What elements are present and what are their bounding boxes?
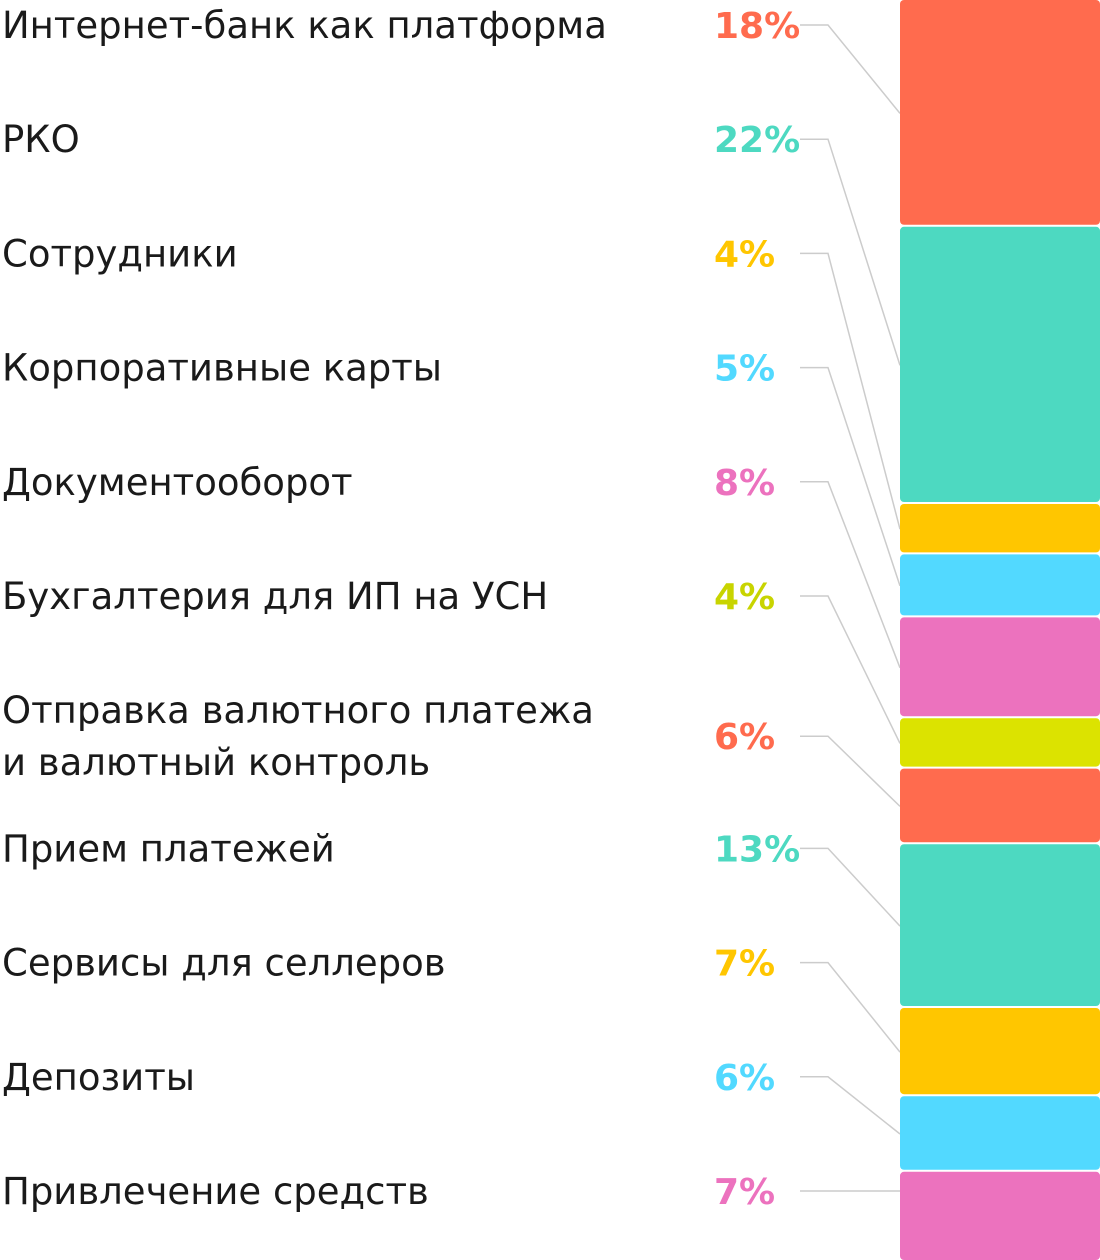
category-label: Документооборот (2, 461, 353, 504)
value-labels: 18% 22% 4% 5% 8% 4% 6% 13% 7% 6% 7% (714, 6, 800, 1213)
bar-segment (900, 554, 1100, 616)
value-label: 4% (714, 577, 775, 618)
connector-line (800, 595, 901, 744)
bar-segment (900, 226, 1100, 503)
connector-line (800, 366, 901, 587)
category-label: Интернет-банк как платформа (2, 4, 607, 47)
value-label: 13% (714, 829, 800, 870)
category-label: Корпоративные карты (2, 347, 442, 390)
connector-line (800, 1076, 901, 1135)
connector-line (800, 481, 901, 669)
connector-line (800, 252, 901, 530)
value-label: 22% (714, 120, 800, 161)
bar-segment (900, 1096, 1100, 1170)
category-labels: Интернет-банк как платформа РКО Сотрудники… (2, 4, 607, 1213)
category-label: Сервисы для селлеров (2, 942, 446, 985)
bar-segment (900, 617, 1100, 717)
connector-line (800, 847, 901, 927)
category-label: Привлечение средств (2, 1170, 429, 1213)
value-label: 8% (714, 463, 775, 504)
bar-segment (900, 0, 1100, 225)
value-label: 18% (714, 6, 800, 47)
bar-segment (900, 1008, 1100, 1095)
bar-segment (900, 718, 1100, 767)
category-label: РКО (2, 118, 80, 161)
bar-segment (900, 504, 1100, 553)
category-label: Прием платежей (2, 827, 335, 870)
connector-line (800, 24, 901, 114)
bar-segment (900, 1171, 1100, 1260)
category-label: Отправка валютного платежа и валютный кон… (2, 689, 594, 784)
connector-lines (800, 24, 901, 1192)
value-label: 5% (714, 349, 775, 390)
connector-line (800, 961, 901, 1053)
value-label: 7% (714, 1172, 775, 1213)
connector-line (800, 735, 901, 807)
value-label: 6% (714, 1058, 775, 1099)
category-label: Депозиты (2, 1056, 195, 1099)
bar-segment (900, 768, 1100, 843)
category-label: Бухгалтерия для ИП на УСН (2, 575, 548, 618)
category-label: Сотрудники (2, 232, 238, 275)
stacked-bar (900, 0, 1100, 1260)
connector-line (800, 138, 901, 366)
value-label: 7% (714, 944, 775, 985)
value-label: 6% (714, 717, 775, 758)
bar-segment (900, 844, 1100, 1006)
value-label: 4% (714, 234, 775, 275)
